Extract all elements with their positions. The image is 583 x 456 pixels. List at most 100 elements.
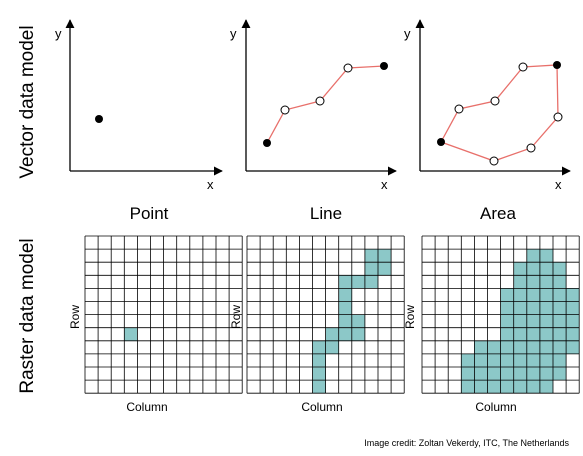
area-vertex: [553, 112, 563, 122]
raster-row-label: Raster data model: [17, 238, 38, 393]
raster-cell-filled: [513, 380, 527, 394]
raster-line-grid: [246, 235, 405, 394]
raster-cell-filled: [526, 353, 540, 367]
raster-cell-filled: [474, 353, 488, 367]
area-vertex: [489, 156, 499, 166]
raster-cell-filled: [539, 314, 553, 328]
raster-cell-filled: [338, 288, 352, 302]
raster-cell-filled: [474, 367, 488, 381]
raster-area-grid: [421, 235, 580, 394]
area-vertex: [526, 143, 536, 153]
raster-cell-filled: [351, 327, 365, 341]
raster-cell-filled: [526, 340, 540, 354]
area-vertex: [490, 96, 500, 106]
raster-cell-filled: [566, 327, 580, 341]
raster-cell-filled: [539, 262, 553, 276]
raster-point-grid: [84, 235, 243, 394]
raster-cell-filled: [461, 367, 475, 381]
raster-cell-filled: [566, 288, 580, 302]
raster-cell-filled: [553, 275, 567, 289]
raster-cell-filled: [513, 314, 527, 328]
raster-cell-filled: [325, 327, 339, 341]
raster-cell-filled: [526, 314, 540, 328]
raster-cell-filled: [553, 367, 567, 381]
raster-cell-filled: [526, 262, 540, 276]
raster-cell-filled: [338, 301, 352, 315]
raster-cell-filled: [539, 249, 553, 263]
area-start-node: [437, 138, 445, 146]
area-y-axis-letter: y: [404, 26, 411, 41]
raster-cell-filled: [566, 301, 580, 315]
line-vertex: [315, 96, 325, 106]
raster-cell-filled: [539, 301, 553, 315]
raster-cell-filled: [500, 314, 514, 328]
raster-cell-filled: [487, 340, 501, 354]
raster-cell-filled: [526, 327, 540, 341]
raster-cell-filled: [539, 288, 553, 302]
raster-cell-filled: [338, 275, 352, 289]
raster-cell-filled: [513, 327, 527, 341]
raster-cell-filled: [500, 340, 514, 354]
area-vertex: [518, 62, 528, 72]
line-feature: [266, 65, 385, 144]
vector-line-panel: y x: [230, 19, 397, 192]
point-feature: [95, 115, 103, 123]
raster-cell-filled: [513, 340, 527, 354]
raster-cell-filled: [312, 380, 326, 394]
raster-line-column-label: Column: [301, 400, 342, 414]
vector-point-panel: y x: [55, 19, 223, 192]
raster-cell-filled: [500, 327, 514, 341]
raster-cell-filled: [351, 314, 365, 328]
raster-cell-filled: [553, 301, 567, 315]
raster-cell-filled: [566, 314, 580, 328]
line-vertex: [280, 105, 290, 115]
raster-area-row-label: Row: [403, 305, 417, 329]
raster-cell-filled: [364, 275, 378, 289]
raster-cell-filled: [500, 367, 514, 381]
image-credit: Image credit: Zoltan Vekerdy, ITC, The N…: [364, 438, 569, 448]
raster-cell-filled: [526, 249, 540, 263]
raster-cell-filled: [553, 327, 567, 341]
raster-cell-filled: [312, 340, 326, 354]
raster-line-row-label: Row: [229, 305, 243, 329]
raster-cell-filled: [539, 340, 553, 354]
raster-cell-filled: [513, 367, 527, 381]
raster-point-row-label: Row: [68, 305, 82, 329]
raster-cell-filled: [526, 367, 540, 381]
raster-cell-filled: [539, 380, 553, 394]
raster-cell-filled: [312, 353, 326, 367]
line-end-node: [380, 62, 388, 70]
raster-cell-filled: [461, 353, 475, 367]
raster-cell-filled: [500, 301, 514, 315]
raster-point-column-label: Column: [126, 400, 167, 414]
raster-cell-filled: [487, 353, 501, 367]
point-x-axis-letter: x: [207, 177, 214, 192]
raster-cell-filled: [500, 380, 514, 394]
panel-title-point: Point: [130, 204, 169, 223]
raster-cell-filled: [539, 367, 553, 381]
raster-cell-filled: [325, 340, 339, 354]
raster-cell-filled: [513, 353, 527, 367]
raster-cell-filled: [526, 288, 540, 302]
raster-cell-filled: [566, 340, 580, 354]
raster-cell-filled: [513, 288, 527, 302]
point-y-axis-letter: y: [55, 26, 62, 41]
raster-cell-filled: [487, 367, 501, 381]
raster-cell-filled: [500, 353, 514, 367]
line-y-axis-letter: y: [230, 26, 237, 41]
raster-cell-filled: [338, 327, 352, 341]
raster-cell-filled: [487, 380, 501, 394]
raster-cell-filled: [461, 380, 475, 394]
raster-cell-filled: [539, 353, 553, 367]
area-x-axis-letter: x: [555, 177, 562, 192]
raster-cell-filled: [364, 249, 378, 263]
raster-cell-filled: [553, 262, 567, 276]
raster-cell-filled: [124, 327, 138, 341]
raster-cell-filled: [378, 262, 392, 276]
raster-cell-filled: [539, 275, 553, 289]
raster-cell-filled: [351, 275, 365, 289]
raster-cell-filled: [378, 249, 392, 263]
raster-cell-filled: [474, 380, 488, 394]
raster-cell-filled: [513, 262, 527, 276]
